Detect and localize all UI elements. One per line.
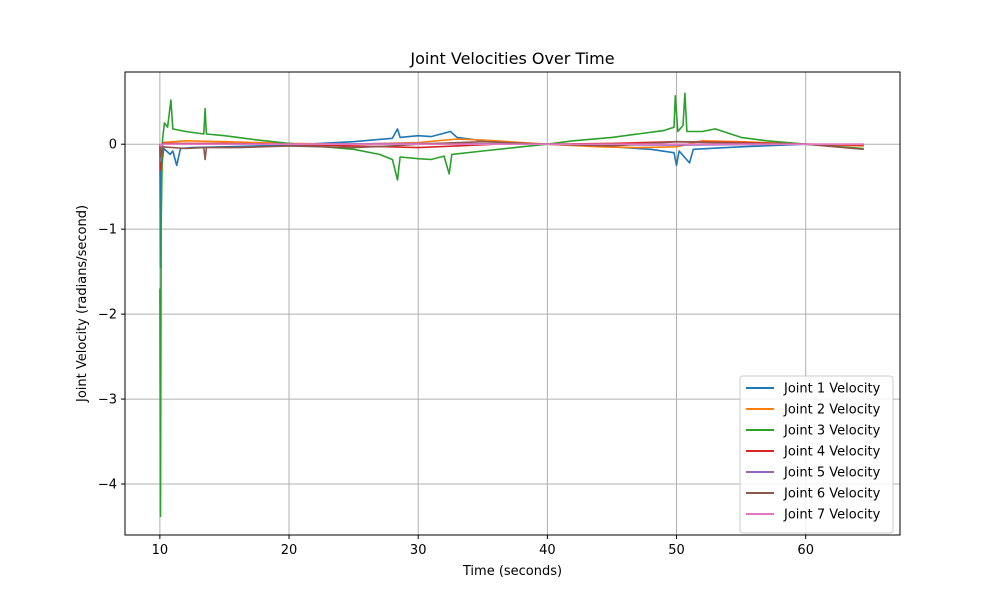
y-tick-label: 0 [109,138,117,153]
tick-layer: 10 20 30 40 50 60 0 −1 −2 −3 −4 [98,138,814,558]
legend-box [739,375,894,534]
y-tick-label: −3 [98,393,117,408]
y-tick-label: −4 [98,478,117,493]
series-layer [159,92,864,518]
x-tick-label: 40 [539,543,556,558]
y-tick-label: −2 [98,308,117,323]
plot-frame [124,71,901,536]
series-line-joint-7 [159,143,864,147]
x-tick-label: 10 [152,543,169,558]
series-line-joint-2 [159,138,864,150]
series-line-joint-1 [159,128,864,269]
legend-label: Joint 5 Velocity [783,466,881,481]
y-tick-label: −1 [98,223,117,238]
series-line-joint-6 [159,140,864,161]
legend-label: Joint 3 Velocity [783,424,881,439]
legend: Joint 1 Velocity Joint 2 Velocity Joint 3 … [739,375,894,534]
x-tick-label: 30 [410,543,427,558]
x-axis-label: Time (seconds) [462,564,562,579]
x-tick-label: 60 [797,543,814,558]
series-line-joint-3 [159,92,864,518]
y-axis-label: Joint Velocity (radians/second) [75,205,90,403]
x-tick-label: 50 [668,543,685,558]
legend-label: Joint 7 Velocity [783,508,881,523]
legend-label: Joint 2 Velocity [783,403,881,418]
x-tick-label: 20 [281,543,298,558]
legend-label: Joint 1 Velocity [783,382,881,397]
legend-label: Joint 6 Velocity [783,487,881,502]
legend-label: Joint 4 Velocity [783,445,881,460]
chart-title: Joint Velocities Over Time [409,49,614,68]
